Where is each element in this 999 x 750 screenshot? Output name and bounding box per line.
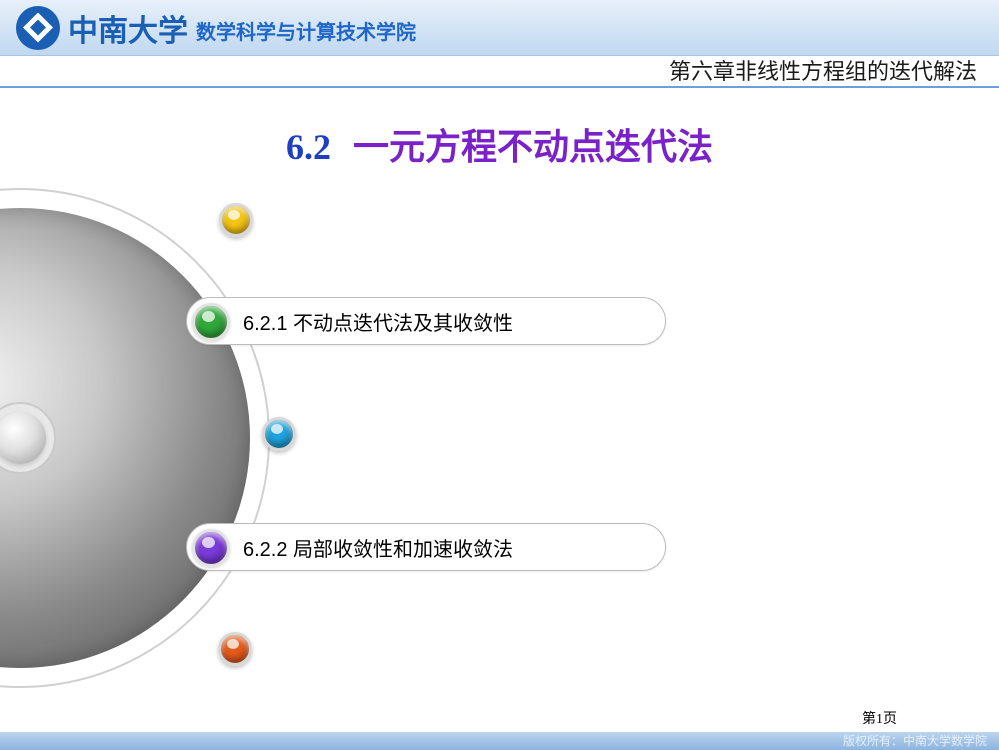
university-logo [16,6,60,50]
dot-blue [262,417,296,451]
subsection-item-2[interactable]: 6.2.2 局部收敛性和加速收敛法 [186,523,666,571]
dot-orange [218,632,252,666]
page-number: 第1页 [862,708,897,728]
header-bar: 中南大学 数学科学与计算技术学院 [0,0,999,56]
section-title: 6.2 一元方程不动点迭代法 [0,118,999,170]
department-name: 数学科学与计算技术学院 [196,16,416,45]
subsection-item-1[interactable]: 6.2.1 不动点迭代法及其收敛性 [186,297,666,345]
section-text: 一元方程不动点迭代法 [353,127,713,167]
subsection-dot-icon [192,303,230,341]
section-number: 6.2 [286,127,331,167]
university-name: 中南大学 [68,6,188,50]
subsection-label: 6.2.1 不动点迭代法及其收敛性 [243,307,513,336]
copyright-text: 版权所有：中南大学数学院 [843,732,987,749]
chapter-title: 第六章非线性方程组的迭代解法 [669,54,977,86]
semicircle-graphic [20,188,270,688]
chapter-row: 第六章非线性方程组的迭代解法 [0,56,999,88]
subsection-dot-icon [192,529,230,567]
dot-yellow [219,203,253,237]
subsection-label: 6.2.2 局部收敛性和加速收敛法 [243,533,513,562]
